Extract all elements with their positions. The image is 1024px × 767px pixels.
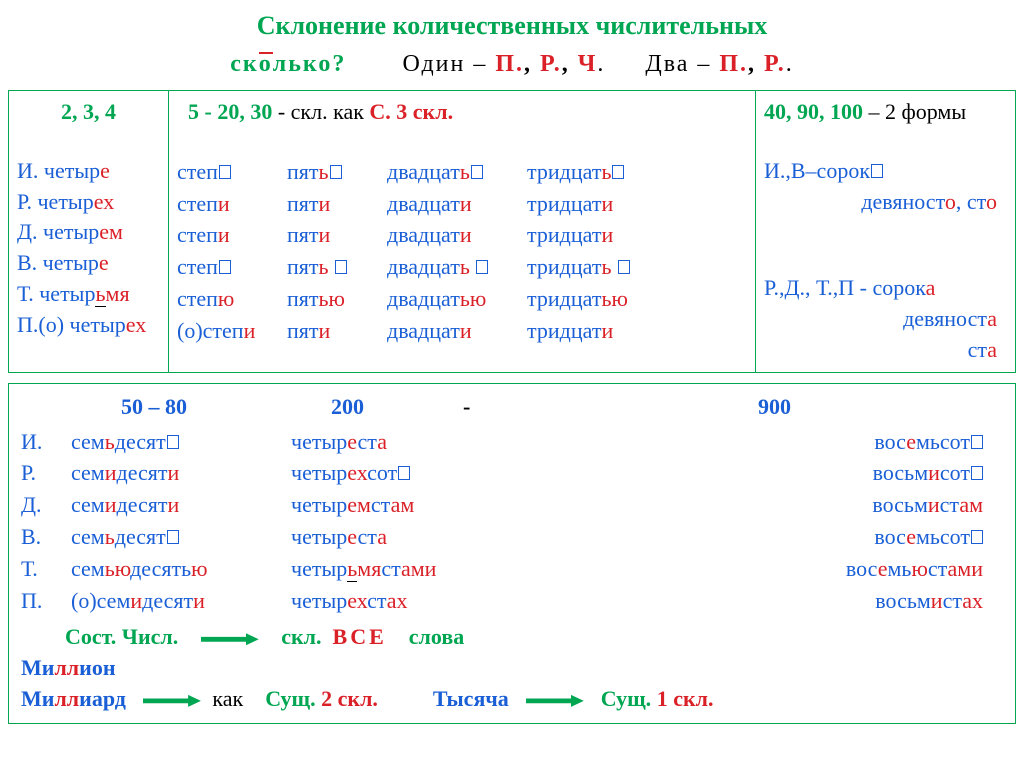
decl-row: степюпятьюдвадцатьютридцатью xyxy=(177,284,747,315)
decl-row: степипятидвадцатитридцати xyxy=(177,220,747,251)
footer-line1: Сост. Числ. скл. ВСЕ слова xyxy=(21,622,1003,653)
col3-row: ста xyxy=(764,335,1007,366)
col2-head: 5 - 20, 30 - скл. как С. 3 скл. xyxy=(177,97,747,128)
col3-row: И.,В–сорок xyxy=(764,156,1007,187)
footer-line2: Миллион xyxy=(21,653,1003,684)
decl-row: степпять двадцать тридцать xyxy=(177,252,747,283)
decl-row: Д.семидесятичетыремстамвосьмистам xyxy=(21,490,1003,521)
col3-row: девяносто, сто xyxy=(764,187,1007,218)
decl-row: Т. четырьмя xyxy=(17,279,160,310)
footer-line3: Миллиард как Сущ. 2 скл. Тысяча Сущ. 1 с… xyxy=(21,684,1003,715)
decl-row: Д. четырем xyxy=(17,217,160,248)
col3-row: Р.,Д., Т.,П - сорока xyxy=(764,273,1007,304)
page-title: Склонение количественных числительных xyxy=(8,8,1016,44)
decl-row: Т.семьюдесятьючетырьмястамивосемьюстами xyxy=(21,554,1003,585)
col3-row: девяноста xyxy=(764,304,1007,335)
top-table: 2, 3, 4 И. четыреР. четырехД. четыремВ. … xyxy=(8,90,1016,373)
decl-row: (о)степипятидвадцатитридцати xyxy=(177,316,747,347)
decl-row: И.семьдесятчетыреставосемьсот xyxy=(21,427,1003,458)
decl-row: В. четыре xyxy=(17,248,160,279)
decl-row: В.семьдесятчетыреставосемьсот xyxy=(21,522,1003,553)
decl-row: И. четыре xyxy=(17,156,160,187)
col1-head: 2, 3, 4 xyxy=(17,97,160,128)
arrow-icon xyxy=(526,695,584,707)
decl-row: П.(о)семидесятичетырехстахвосьмистах xyxy=(21,586,1003,617)
arrow-icon xyxy=(143,695,201,707)
decl-row: Р.семидесятичетырехсотвосьмисот xyxy=(21,458,1003,489)
col3-head: 40, 90, 100 – 2 формы xyxy=(764,97,1007,128)
arrow-icon xyxy=(201,633,259,645)
bottom-box: 50 – 80 200 - 900 И.семьдесятчетыреставо… xyxy=(8,383,1016,724)
decl-row: степипятидвадцатитридцати xyxy=(177,189,747,220)
decl-row: Р. четырех xyxy=(17,187,160,218)
decl-row: степпятьдвадцатьтридцать xyxy=(177,157,747,188)
bottom-heads: 50 – 80 200 - 900 xyxy=(21,392,1003,423)
subtitle: сколько? Один – П., Р., Ч. Два – П., Р.. xyxy=(8,48,1016,82)
decl-row: П.(о) четырех xyxy=(17,310,160,341)
